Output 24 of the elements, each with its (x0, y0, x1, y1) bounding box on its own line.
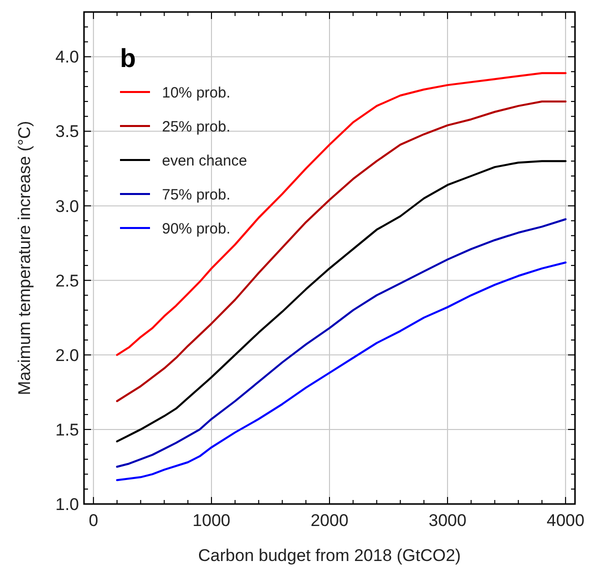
line-series (116, 261, 567, 482)
x-tick-label: 3000 (428, 511, 466, 530)
x-tick-label: 2000 (310, 511, 348, 530)
x-axis-title: Carbon budget from 2018 (GtCO2) (198, 546, 461, 565)
line-series (116, 72, 567, 356)
line-series (116, 100, 567, 402)
text: b (120, 43, 136, 73)
legend-label: 10% prob. (162, 84, 230, 102)
legend-label: 25% prob. (162, 118, 230, 136)
y-tick-label: 3.0 (55, 196, 79, 216)
y-tick-label: 2.5 (55, 271, 79, 290)
x-tick-label: 4000 (546, 511, 584, 530)
y-tick-label: 1.0 (55, 494, 79, 514)
legend-label: 90% prob. (162, 220, 230, 238)
y-tick-label: 3.5 (55, 122, 79, 142)
x-tick-label: 0 (88, 511, 98, 530)
x-tick-label: 1000 (192, 511, 230, 530)
line-series (116, 218, 567, 468)
y-tick-label: 4.0 (55, 48, 79, 67)
legend-label: even chance (162, 152, 248, 170)
y-axis-title: Maximum temperature increase (°C) (15, 120, 34, 396)
legend-label: 75% prob. (162, 186, 230, 204)
y-tick-label: 2.0 (55, 346, 79, 365)
y-tick-label: 1.5 (55, 420, 79, 440)
